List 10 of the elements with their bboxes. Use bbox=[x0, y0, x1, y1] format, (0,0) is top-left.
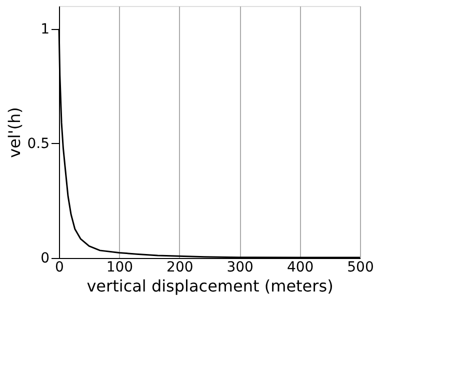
x-tick-label: 400 bbox=[286, 260, 314, 276]
x-tick-label: 100 bbox=[106, 260, 134, 276]
x-tick-label: 200 bbox=[166, 260, 194, 276]
x-tick-label: 500 bbox=[347, 260, 374, 276]
y-axis-title: vel'(h) bbox=[5, 107, 24, 158]
y-tick-label: 1 bbox=[40, 21, 50, 38]
x-axis-title: vertical displacement (meters) bbox=[86, 276, 334, 296]
y-tick-label: 0.5 bbox=[27, 136, 50, 152]
x-tick-label: 300 bbox=[226, 260, 254, 276]
x-tick-label: 0 bbox=[55, 260, 64, 276]
